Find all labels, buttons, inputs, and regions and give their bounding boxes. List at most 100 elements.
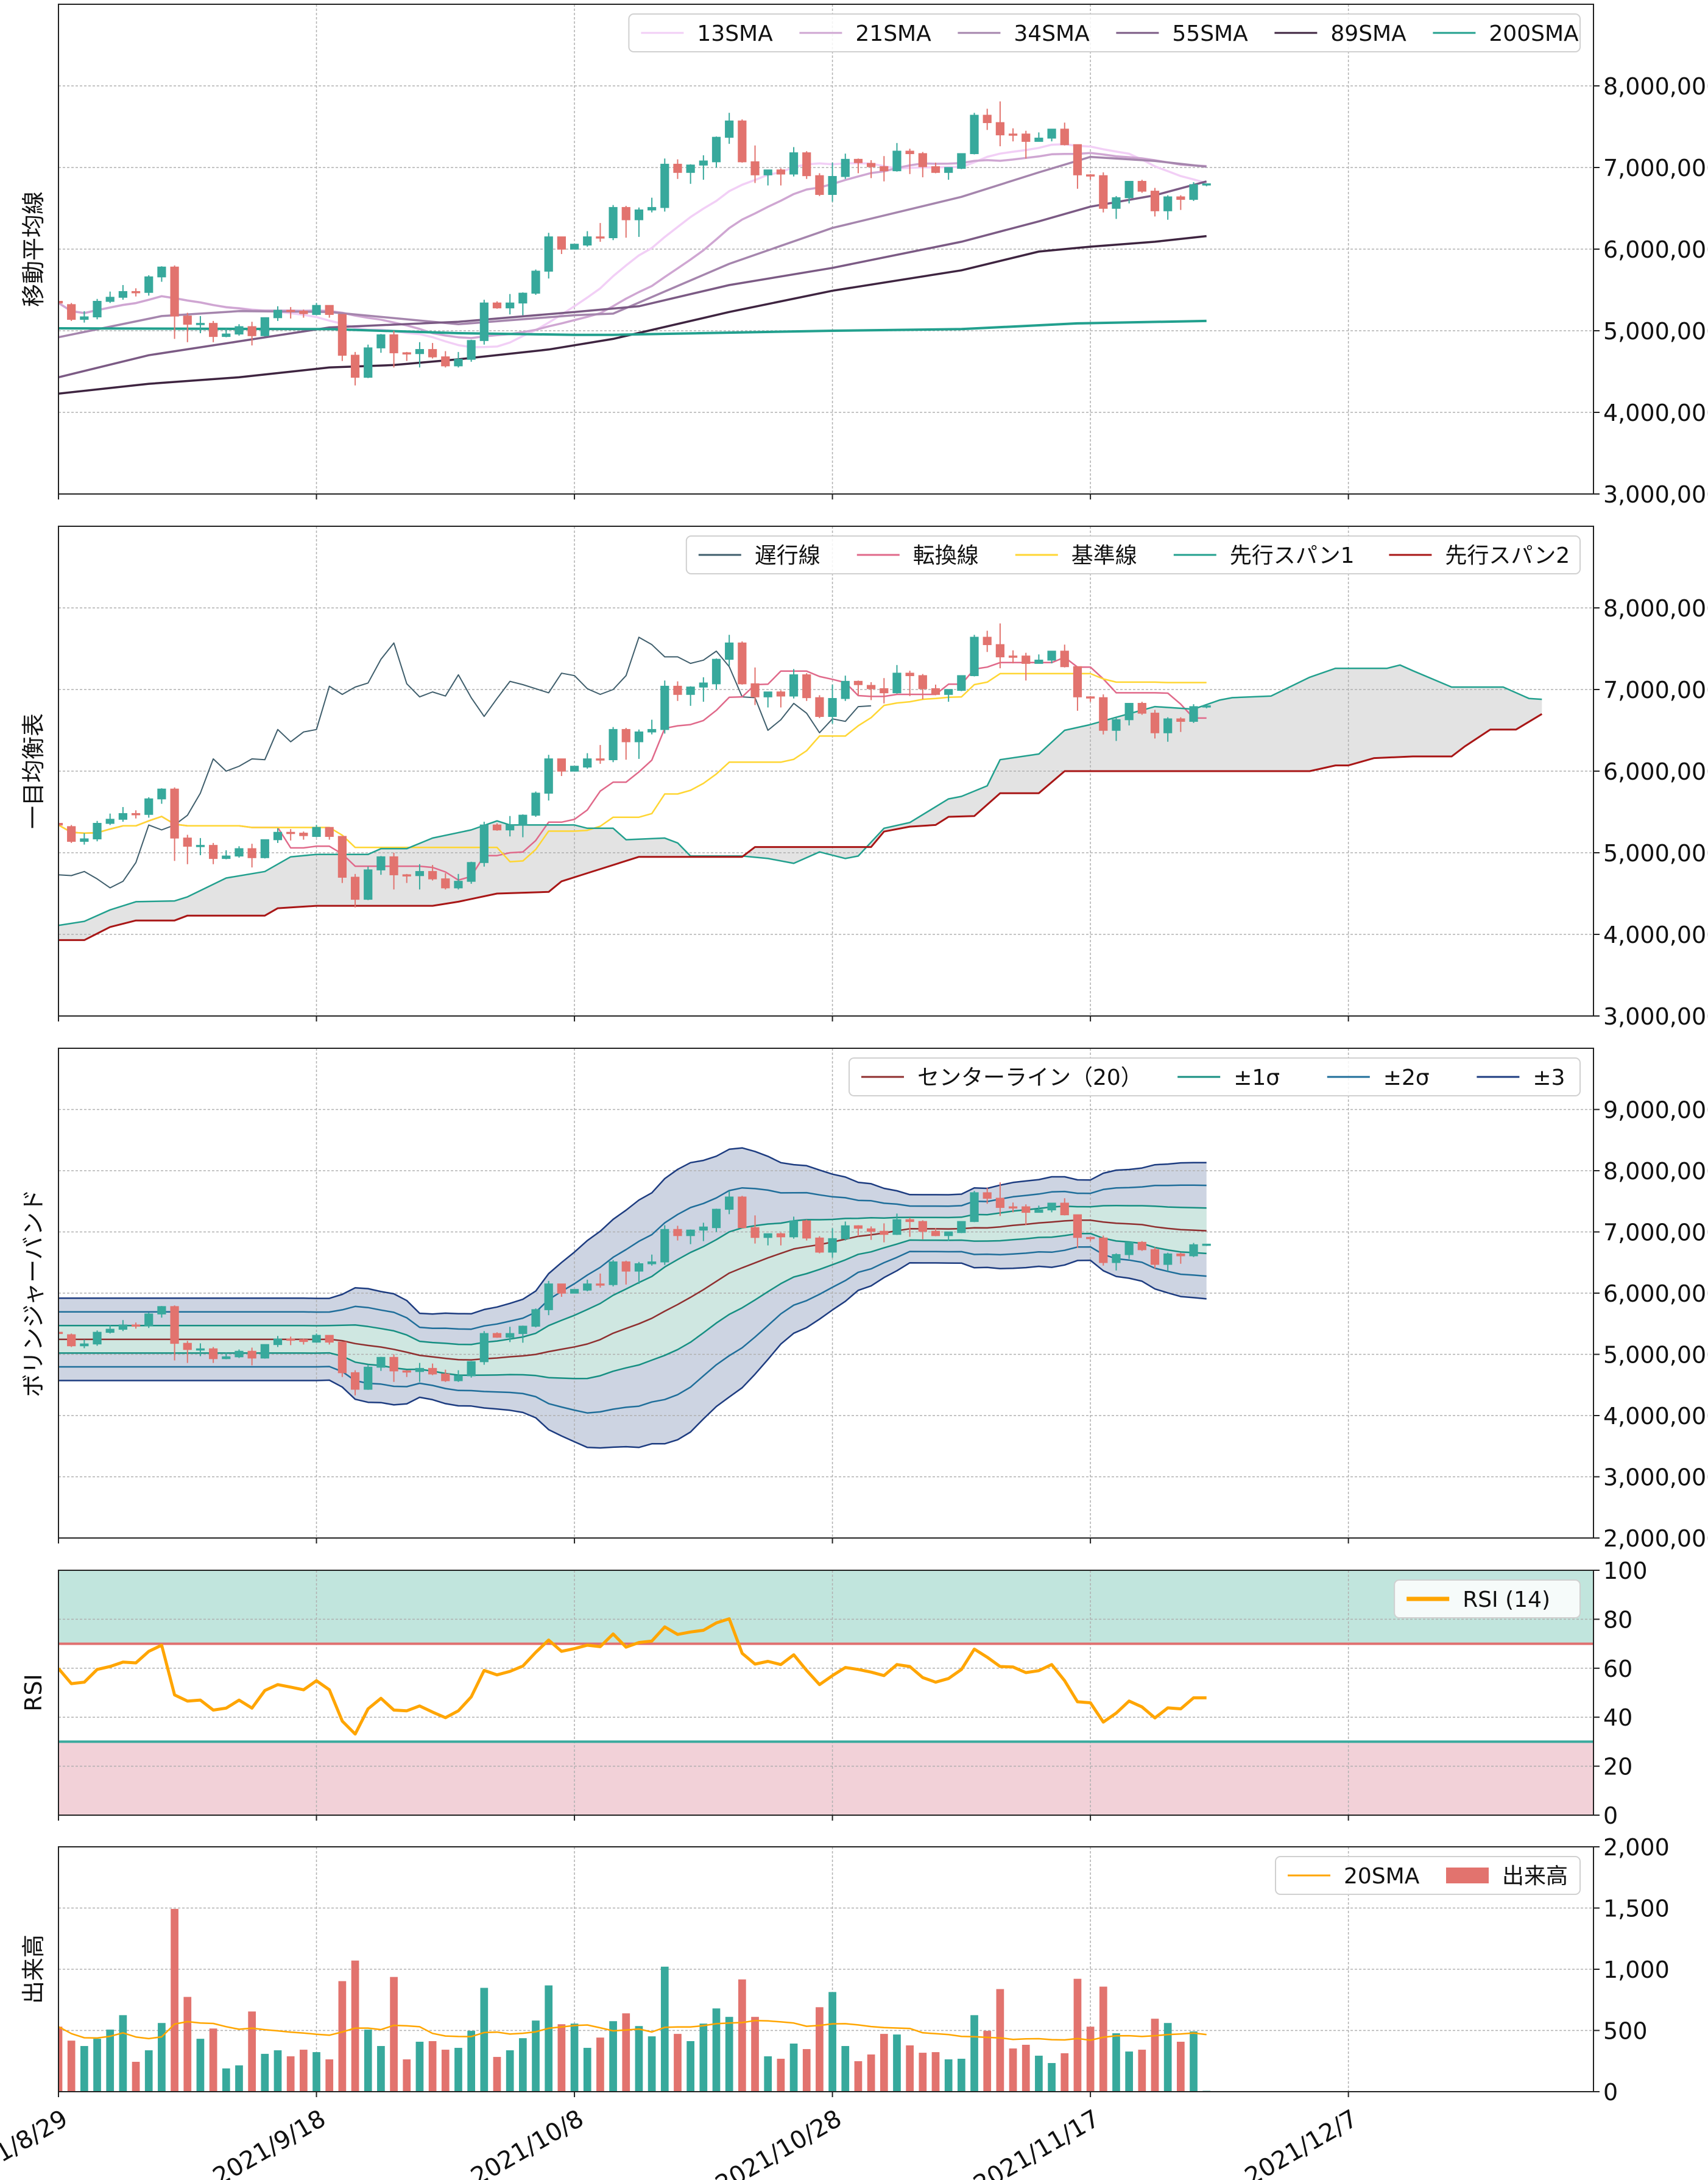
candle-body xyxy=(376,334,386,348)
bollinger-band-lower-2sigma xyxy=(58,1246,1207,1414)
volume-bar xyxy=(1073,1978,1082,2092)
candle-body xyxy=(80,316,89,320)
candle-body xyxy=(299,833,308,836)
candlestick xyxy=(648,719,657,735)
candlestick xyxy=(931,1228,940,1236)
candle-body xyxy=(841,1225,850,1240)
legend-item: 転換線 xyxy=(856,543,979,568)
candle-body xyxy=(725,120,734,138)
candlestick xyxy=(312,303,321,316)
legend-item: 200SMA xyxy=(1433,21,1579,46)
candle-body xyxy=(157,1306,166,1314)
candle-body xyxy=(867,1228,876,1232)
sma-line-21sma xyxy=(58,152,1207,339)
candlestick xyxy=(583,753,592,769)
candle-body xyxy=(853,158,863,163)
candle-body xyxy=(880,688,889,694)
candle-body xyxy=(1034,1209,1043,1213)
volume-bar xyxy=(635,2026,643,2092)
candlestick xyxy=(892,665,902,694)
candle-body xyxy=(196,1348,205,1351)
candle-body xyxy=(711,136,721,163)
candle-body xyxy=(995,644,1004,658)
overbought-zone xyxy=(58,1570,1593,1644)
plot-area xyxy=(58,1847,1593,2092)
candle-body xyxy=(492,1333,502,1338)
candle-body xyxy=(1086,1236,1095,1240)
volume-bar xyxy=(493,2056,501,2092)
candle-body xyxy=(222,1356,231,1360)
candlestick xyxy=(1099,694,1108,735)
candle-body xyxy=(725,1196,734,1210)
candlestick xyxy=(479,822,489,867)
candlestick xyxy=(1150,188,1160,217)
candlestick xyxy=(621,1260,630,1285)
candlestick xyxy=(544,233,553,279)
candlestick xyxy=(673,681,682,701)
candle-body xyxy=(815,697,824,717)
candle-body xyxy=(596,1283,605,1286)
y-tick-label: 9,000,000 xyxy=(1603,1097,1708,1124)
candlestick xyxy=(841,1221,850,1241)
candlestick xyxy=(660,1225,669,1265)
candlestick xyxy=(828,1228,837,1258)
candle-body xyxy=(673,685,682,695)
candle-body xyxy=(518,814,528,826)
candle-body xyxy=(325,1335,334,1343)
candlestick xyxy=(1112,196,1121,219)
candle-body xyxy=(235,848,244,857)
candle-body xyxy=(1137,1241,1146,1251)
candle-body xyxy=(544,758,553,794)
candlestick xyxy=(1124,1241,1134,1259)
candle-body xyxy=(828,1238,837,1253)
candlestick xyxy=(80,1339,89,1349)
candle-body xyxy=(80,1343,89,1347)
candle-body xyxy=(454,881,463,889)
candle-body xyxy=(312,1335,321,1343)
candlestick xyxy=(325,1335,334,1345)
volume-bar xyxy=(273,2050,282,2092)
candle-body xyxy=(286,1338,295,1341)
candlestick xyxy=(905,1218,914,1237)
candlestick xyxy=(105,291,115,303)
candlestick xyxy=(273,828,283,843)
candlestick xyxy=(428,865,437,881)
candlestick xyxy=(918,152,927,178)
volume-bar xyxy=(519,2038,527,2092)
volume-bar xyxy=(248,2011,256,2092)
candle-body xyxy=(648,1261,657,1265)
candlestick xyxy=(286,307,295,319)
candle-body xyxy=(428,1367,437,1375)
candle-body xyxy=(337,314,347,356)
candlestick xyxy=(1112,1253,1121,1271)
y-tick-label: 7,000,000 xyxy=(1603,677,1708,704)
legend-label: センターライン（20） xyxy=(917,1065,1143,1090)
candle-body xyxy=(1150,713,1160,733)
legend-label: ±2σ xyxy=(1383,1065,1430,1090)
candle-body xyxy=(105,297,115,302)
y-tick-label: 20 xyxy=(1603,1754,1632,1780)
volume-bar xyxy=(1009,2048,1017,2092)
candlestick xyxy=(1176,717,1185,732)
volume-bar xyxy=(958,2058,965,2092)
candlestick xyxy=(1047,1202,1056,1213)
candlestick xyxy=(337,1341,347,1377)
plot-area xyxy=(58,526,1593,1016)
y-axis-label: 一目均衡表 xyxy=(20,713,47,829)
legend: センターライン（20） ±1σ ±2σ ±3 xyxy=(849,1057,1581,1096)
senkou-span-a-line xyxy=(58,664,1542,926)
candlestick xyxy=(273,306,283,321)
candle-body xyxy=(118,1324,127,1330)
candle-body xyxy=(763,169,772,175)
candlestick xyxy=(312,1333,321,1343)
candle-body xyxy=(157,788,166,800)
candle-body xyxy=(841,680,850,699)
candlestick xyxy=(686,1229,695,1244)
candle-body xyxy=(789,674,799,697)
volume-bar xyxy=(686,2041,694,2092)
candle-body xyxy=(1150,191,1160,211)
candlestick xyxy=(957,1221,966,1233)
candlestick xyxy=(441,351,450,368)
candlestick xyxy=(557,758,566,777)
legend-item: RSI (14) xyxy=(1406,1587,1550,1612)
